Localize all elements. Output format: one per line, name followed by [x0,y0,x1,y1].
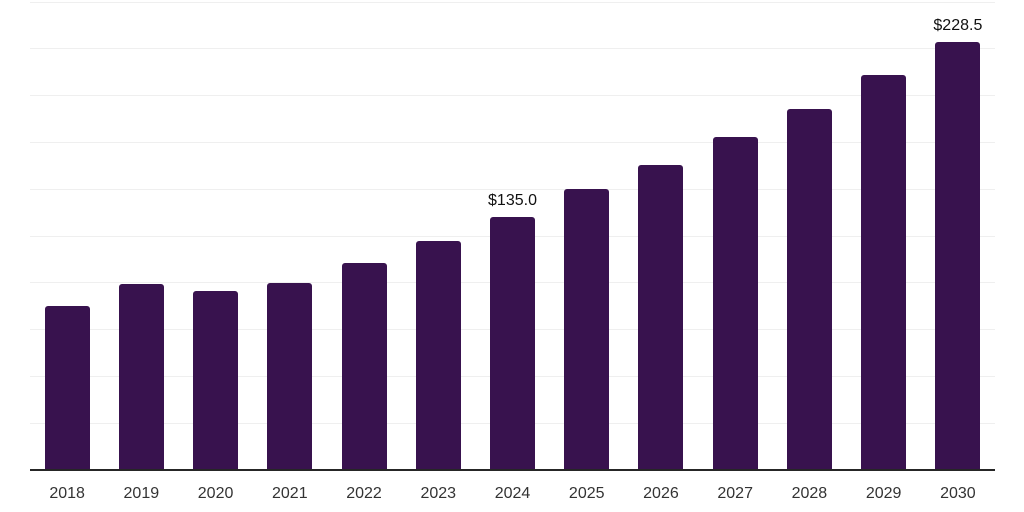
x-tick-2026: 2026 [643,485,679,502]
gridline-175 [30,141,995,143]
value-label-2024: $135.0 [488,192,537,210]
bar-2020[interactable] [193,291,239,470]
bar-2018[interactable] [44,306,90,470]
x-tick-2020: 2020 [197,485,234,502]
x-tick-2027: 2027 [717,485,753,502]
gridline-250 [30,1,995,3]
x-tick-2024: 2024 [494,485,531,502]
value-label-2030: $228.5 [933,17,983,35]
bar-2028[interactable] [786,108,832,470]
bar-2029[interactable] [861,75,907,470]
gridline-200 [30,95,995,97]
x-tick-2018: 2018 [49,485,85,502]
x-tick-2025: 2025 [568,485,605,502]
bar-2026[interactable] [638,164,684,470]
bar-2030[interactable] [935,42,981,470]
x-tick-2022: 2022 [346,485,382,502]
x-tick-2019: 2019 [123,485,160,502]
bar-2025[interactable] [564,189,610,470]
x-tick-2023: 2023 [420,485,457,502]
bar-2019[interactable] [118,283,164,470]
x-tick-2029: 2029 [865,485,902,502]
bar-2021[interactable] [267,282,313,470]
x-axis-line [30,469,995,471]
x-tick-2030: 2030 [940,485,976,502]
gridline-150 [30,188,995,190]
bar-2027[interactable] [712,136,758,470]
bar-2023[interactable] [415,240,461,470]
gridline-225 [30,48,995,50]
x-tick-2028: 2028 [791,485,828,502]
bar-2024[interactable] [490,217,535,470]
bar-2022[interactable] [341,263,387,470]
x-tick-2021: 2021 [272,485,308,502]
